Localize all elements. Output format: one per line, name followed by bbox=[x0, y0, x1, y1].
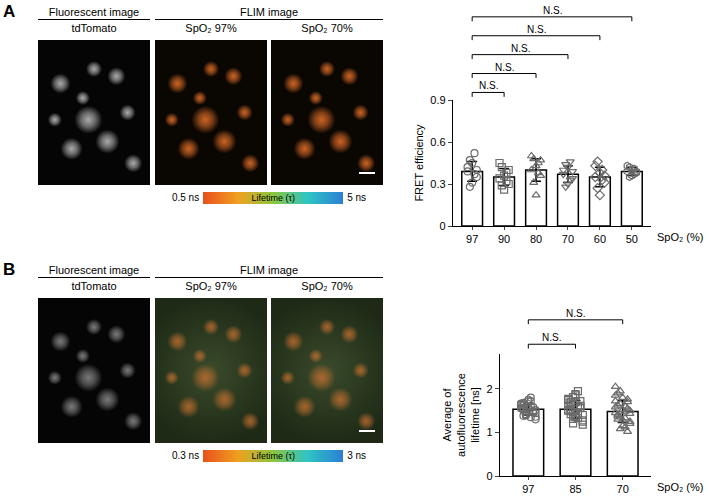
html-text:FLIM image: FLIM image bbox=[240, 6, 298, 18]
svg-text:0: 0 bbox=[439, 220, 445, 232]
svg-text:60: 60 bbox=[594, 233, 606, 245]
svg-text:0.9: 0.9 bbox=[430, 94, 445, 106]
html-text:SpO₂ 70%: SpO₂ 70% bbox=[301, 22, 353, 34]
html-text:0.3 ns: 0.3 ns bbox=[171, 450, 200, 461]
svg-text:0.3: 0.3 bbox=[430, 178, 445, 190]
svg-text:Average ofautofluorescencelife: Average ofautofluorescencelifetime [ns] bbox=[441, 373, 482, 457]
svg-text:FRET efficiency: FRET efficiency bbox=[413, 124, 425, 202]
svg-text:N.S.: N.S. bbox=[543, 5, 562, 16]
html-text:Fluorescent image: Fluorescent image bbox=[48, 6, 140, 18]
svg-text:0: 0 bbox=[486, 470, 492, 482]
svg-text:50: 50 bbox=[626, 233, 638, 245]
svg-text:N.S.: N.S. bbox=[542, 332, 561, 343]
html-text:tdTomato: tdTomato bbox=[71, 22, 117, 34]
svg-text:N.S.: N.S. bbox=[566, 308, 585, 319]
svg-text:1: 1 bbox=[486, 426, 492, 438]
html-text:5 ns: 5 ns bbox=[347, 192, 367, 203]
svg-text:N.S.: N.S. bbox=[495, 62, 514, 73]
svg-text:97: 97 bbox=[466, 233, 478, 245]
svg-text:85: 85 bbox=[569, 483, 581, 495]
svg-text:80: 80 bbox=[530, 233, 542, 245]
svg-text:97: 97 bbox=[522, 483, 534, 495]
html-text:Fluorescent image: Fluorescent image bbox=[48, 264, 140, 276]
html-text:tdTomato: tdTomato bbox=[71, 280, 117, 292]
html-text:Lifetime (τ): Lifetime (τ) bbox=[251, 451, 295, 462]
html-text:3 ns: 3 ns bbox=[347, 450, 367, 461]
svg-text:N.S.: N.S. bbox=[479, 80, 498, 91]
html-text:Lifetime (τ): Lifetime (τ) bbox=[251, 193, 295, 204]
svg-text:SpO₂ (%): SpO₂ (%) bbox=[657, 231, 703, 243]
html-text:SpO₂ 97%: SpO₂ 97% bbox=[185, 22, 237, 34]
html-text:SpO₂ 97%: SpO₂ 97% bbox=[185, 280, 237, 292]
svg-text:70: 70 bbox=[617, 483, 629, 495]
svg-text:N.S.: N.S. bbox=[511, 43, 530, 54]
svg-text:SpO₂ (%): SpO₂ (%) bbox=[657, 481, 703, 493]
html-text:SpO₂ 70%: SpO₂ 70% bbox=[301, 280, 353, 292]
html-text:FLIM image: FLIM image bbox=[240, 264, 298, 276]
svg-text:2: 2 bbox=[486, 383, 492, 395]
svg-text:70: 70 bbox=[562, 233, 574, 245]
html-text:0.5 ns: 0.5 ns bbox=[171, 192, 200, 203]
svg-text:N.S.: N.S. bbox=[527, 24, 546, 35]
html-text:B: B bbox=[3, 260, 16, 279]
html-text:A: A bbox=[3, 2, 16, 21]
svg-text:0.6: 0.6 bbox=[430, 136, 445, 148]
svg-text:90: 90 bbox=[498, 233, 510, 245]
